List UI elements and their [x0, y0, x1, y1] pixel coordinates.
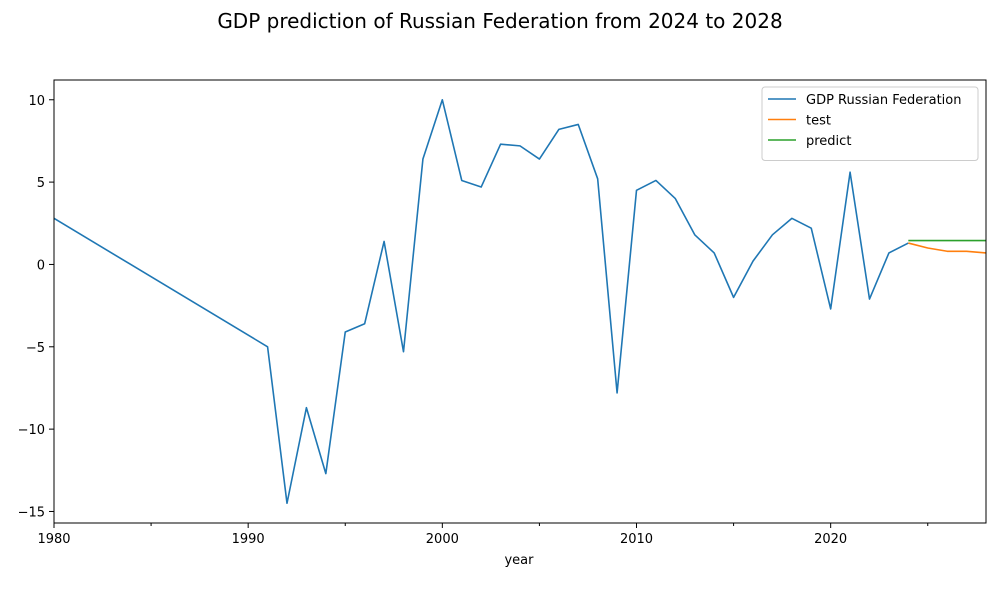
- legend-label: GDP Russian Federation: [806, 93, 961, 108]
- y-tick-label: 10: [28, 94, 45, 109]
- y-tick-label: −10: [18, 423, 45, 438]
- series-layer: [54, 98, 986, 505]
- series-line-1: [908, 242, 986, 254]
- legend-box: [761, 86, 979, 161]
- y-tick-label: −5: [26, 341, 45, 356]
- x-tick-label: 2020: [814, 532, 847, 547]
- plot-frame: [53, 79, 987, 524]
- x-axis-label: year: [504, 553, 534, 568]
- y-tick-label: 0: [37, 258, 45, 273]
- legend-label: test: [806, 114, 831, 129]
- y-axis: −15 −10 −5 0 5 10: [18, 94, 54, 520]
- x-tick-label: 1980: [37, 532, 70, 547]
- legend: GDP Russian Federation test predict: [761, 86, 979, 161]
- x-tick-label: 1990: [232, 532, 265, 547]
- chart-title: GDP prediction of Russian Federation fro…: [217, 9, 782, 33]
- x-tick-label: 2010: [620, 532, 653, 547]
- x-tick-label: 2000: [426, 532, 459, 547]
- legend-label: predict: [806, 134, 851, 149]
- y-tick-label: −15: [18, 505, 45, 520]
- series-line-0: [54, 98, 909, 505]
- x-axis: 1980 1990 2000 2010 2020: [37, 523, 929, 547]
- y-tick-label: 5: [37, 176, 45, 191]
